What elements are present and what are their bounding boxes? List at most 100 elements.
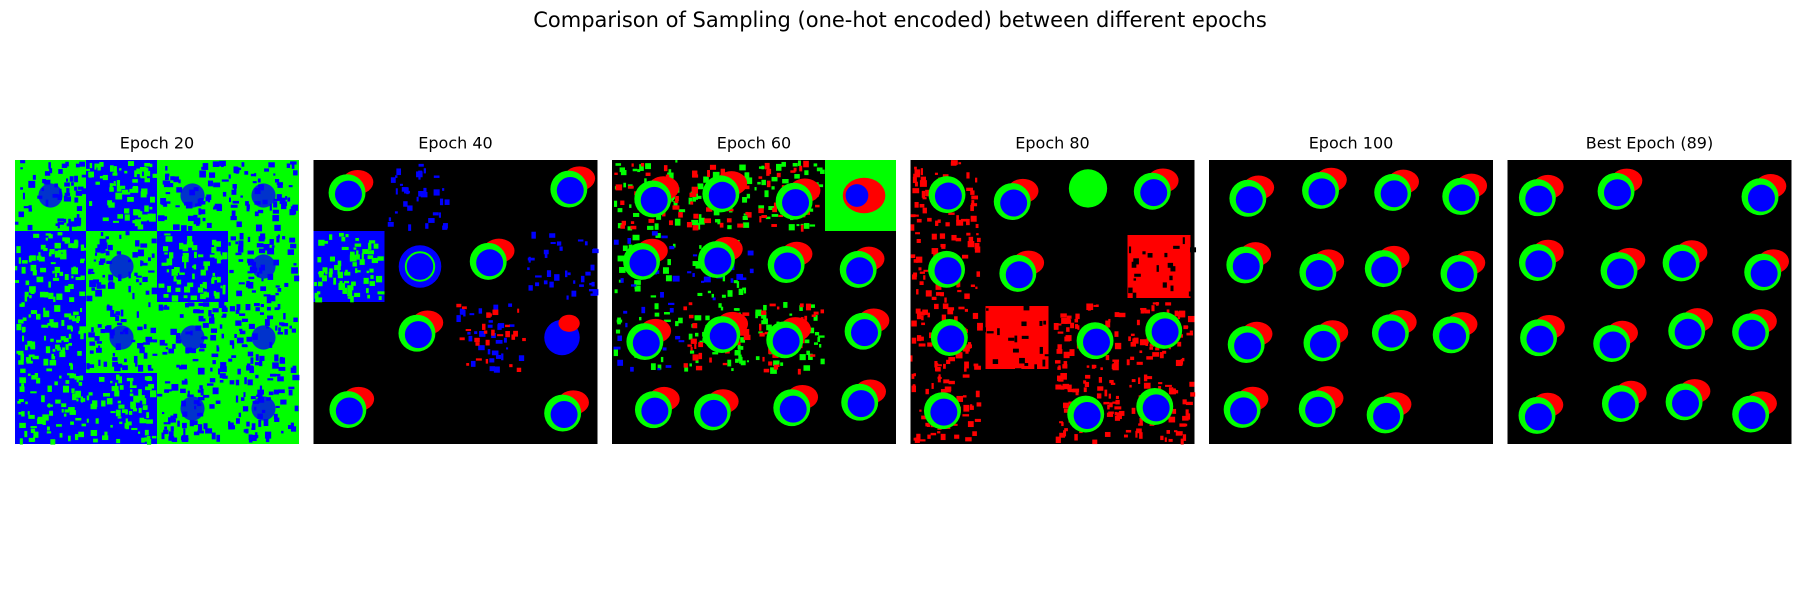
- speckle: [152, 173, 158, 178]
- speckle: [799, 165, 803, 172]
- speckle: [456, 303, 462, 308]
- speckle: [136, 275, 142, 278]
- speckle: [814, 342, 819, 345]
- speckle: [68, 315, 76, 320]
- speckle: [740, 360, 746, 366]
- speckle: [997, 328, 1000, 336]
- speckle: [33, 233, 40, 238]
- speckle: [625, 322, 628, 328]
- speckle: [140, 260, 143, 267]
- speckle: [758, 166, 765, 169]
- speckle: [203, 200, 206, 205]
- speckle: [970, 404, 973, 410]
- speckle: [919, 281, 924, 285]
- speckle: [333, 277, 337, 285]
- speckle: [294, 405, 299, 412]
- speckle: [239, 328, 243, 332]
- speckle: [37, 418, 44, 425]
- panel-title: Epoch 60: [717, 134, 791, 153]
- blue-core: [937, 325, 965, 353]
- speckle: [683, 363, 688, 368]
- speckle: [1115, 395, 1119, 399]
- speckle: [69, 297, 75, 303]
- speckle: [193, 264, 197, 270]
- speckle: [163, 216, 168, 220]
- speckle: [1140, 308, 1145, 314]
- speckle: [745, 328, 750, 336]
- speckle: [755, 311, 758, 319]
- speckle: [770, 367, 777, 374]
- speckle: [109, 183, 113, 189]
- speckle: [919, 439, 926, 442]
- blue-core: [641, 397, 669, 425]
- speckle: [913, 259, 919, 263]
- speckle: [292, 204, 299, 211]
- speckle: [337, 268, 340, 275]
- speckle: [701, 280, 705, 283]
- speckle: [792, 162, 798, 167]
- blue-core: [640, 186, 668, 214]
- speckle: [162, 180, 168, 185]
- speckle: [931, 248, 939, 255]
- speckle: [1173, 245, 1180, 249]
- speckle: [334, 264, 341, 271]
- speckle: [112, 361, 119, 367]
- speckle: [139, 282, 142, 286]
- speckle: [970, 215, 977, 222]
- speckle: [36, 255, 42, 261]
- speckle: [239, 232, 244, 240]
- speckle: [15, 221, 19, 225]
- speckle: [797, 368, 801, 375]
- speckle: [1152, 302, 1160, 305]
- speckle: [33, 431, 39, 438]
- speckle: [283, 313, 286, 320]
- speckle: [627, 237, 632, 244]
- speckle: [137, 343, 144, 349]
- speckle: [57, 218, 64, 222]
- speckle: [1139, 339, 1147, 346]
- speckle: [36, 377, 40, 384]
- speckle: [1075, 324, 1079, 329]
- speckle: [229, 340, 235, 346]
- speckle: [103, 361, 108, 367]
- speckle: [235, 379, 240, 386]
- speckle: [1074, 434, 1078, 441]
- speckle: [147, 376, 152, 381]
- speckle: [940, 243, 946, 248]
- speckle: [714, 219, 721, 223]
- speckle: [465, 329, 472, 332]
- speckle: [820, 358, 825, 365]
- speckle: [211, 313, 215, 319]
- speckle: [91, 287, 95, 291]
- speckle: [280, 399, 287, 405]
- speckle: [293, 170, 298, 176]
- speckle: [1130, 333, 1135, 337]
- speckle: [974, 365, 981, 370]
- speckle: [1055, 384, 1062, 390]
- speckle: [49, 319, 54, 326]
- speckle: [345, 269, 348, 273]
- speckle: [238, 259, 244, 262]
- speckle: [167, 183, 174, 188]
- speckle: [1129, 384, 1132, 388]
- speckle: [1075, 390, 1079, 396]
- speckle: [258, 360, 263, 367]
- speckle: [214, 292, 220, 299]
- speckle: [71, 275, 74, 279]
- speckle: [623, 310, 628, 314]
- speckle: [1180, 438, 1184, 445]
- speckle: [1182, 415, 1189, 421]
- speckle: [362, 249, 369, 255]
- speckle: [200, 388, 204, 396]
- speckle: [1107, 404, 1110, 410]
- speckle: [158, 283, 165, 288]
- speckle: [1164, 252, 1168, 258]
- speckle: [343, 280, 350, 284]
- speckle: [616, 185, 622, 188]
- speckle: [713, 210, 720, 216]
- speckle: [275, 325, 278, 331]
- speckle: [64, 313, 72, 318]
- speckle: [170, 176, 175, 181]
- speckle: [619, 167, 625, 173]
